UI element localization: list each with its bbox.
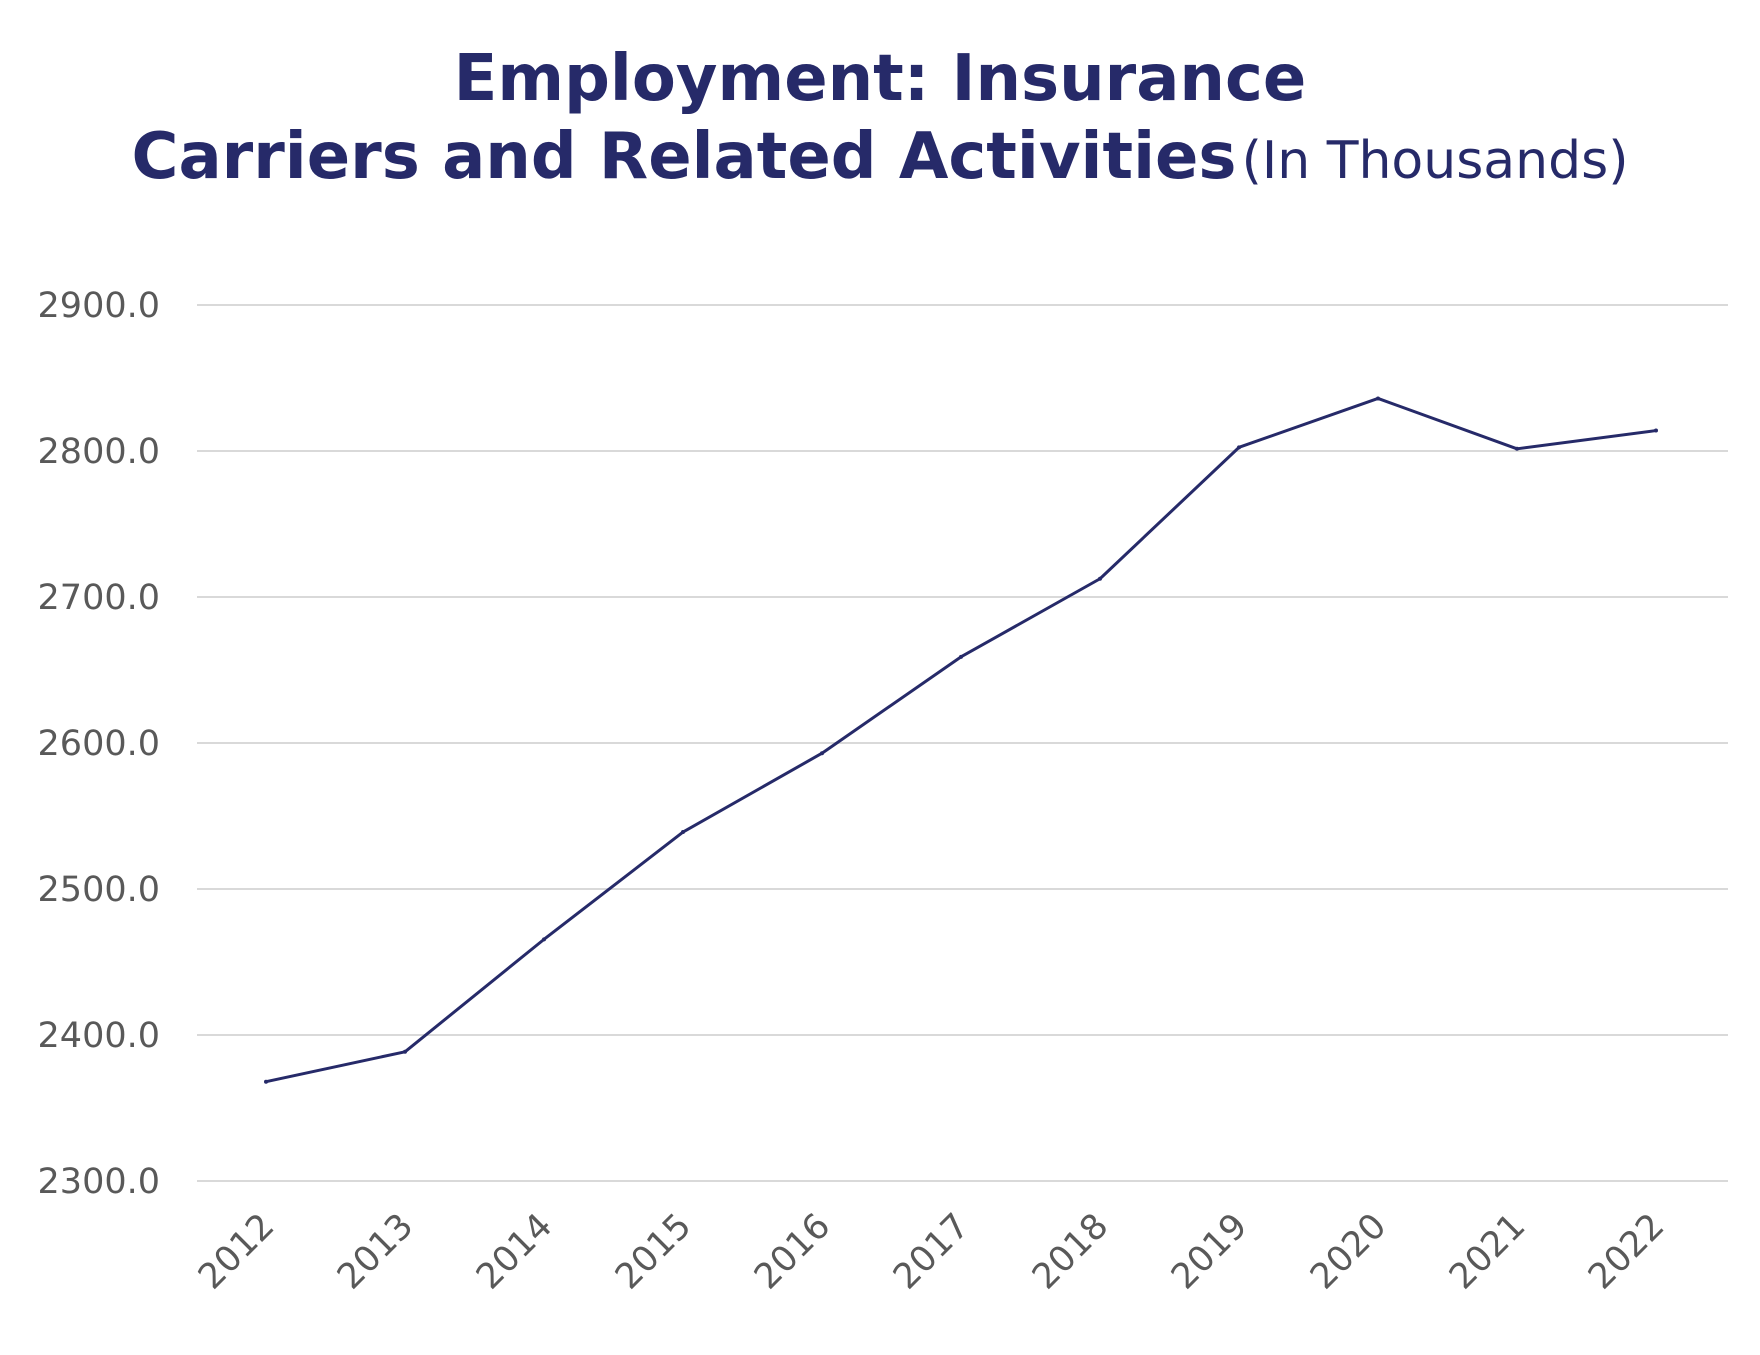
y-tick-label: 2700.0: [38, 578, 160, 618]
chart-title-unit: (In Thousands): [1241, 131, 1629, 191]
x-tick-label: 2013: [330, 1206, 421, 1297]
x-tick-label: 2022: [1581, 1206, 1672, 1297]
x-tick-label: 2019: [1164, 1206, 1255, 1297]
x-tick-label: 2016: [747, 1206, 838, 1297]
data-point-2014: [542, 937, 546, 942]
chart-title-line2: Carriers and Related Activities: [131, 120, 1237, 194]
data-point-2016: [820, 751, 824, 756]
x-tick-label: 2021: [1442, 1206, 1533, 1297]
data-point-2021: [1515, 446, 1519, 451]
data-point-2015: [681, 830, 685, 835]
data-point-2019: [1237, 445, 1241, 450]
data-point-2018: [1098, 576, 1102, 581]
data-point-2017: [959, 654, 963, 659]
x-tick-label: 2015: [608, 1206, 699, 1297]
data-point-2013: [403, 1049, 407, 1054]
data-point-2012: [264, 1079, 268, 1084]
y-tick-label: 2900.0: [38, 286, 160, 326]
chart-title-line1: Employment: Insurance: [453, 42, 1307, 116]
x-tick-label: 2018: [1025, 1206, 1116, 1297]
gridlines: [197, 304, 1728, 1182]
y-tick-label: 2800.0: [38, 432, 160, 472]
x-tick-label: 2017: [886, 1206, 977, 1297]
x-axis-tick-labels: 2012 2013 2014 2015 2016 2017 2018 2019 2020 2021…: [191, 1206, 1672, 1297]
y-tick-label: 2500.0: [38, 870, 160, 910]
x-tick-label: 2014: [469, 1206, 560, 1297]
series-layer: [264, 396, 1658, 1084]
series-line: [265, 396, 1657, 1084]
y-tick-label: 2600.0: [38, 724, 160, 764]
y-tick-label: 2300.0: [38, 1162, 160, 1202]
chart-title: Employment: Insurance Carriers and Relat…: [0, 40, 1760, 212]
y-axis-tick-labels: 2300.0 2400.0 2500.0 2600.0 2700.0 2800.0 2900…: [38, 286, 160, 1202]
data-point-2022: [1654, 428, 1658, 433]
y-tick-label: 2400.0: [38, 1016, 160, 1056]
data-point-2020: [1376, 396, 1380, 401]
x-tick-label: 2020: [1303, 1206, 1394, 1297]
x-tick-label: 2012: [191, 1206, 282, 1297]
